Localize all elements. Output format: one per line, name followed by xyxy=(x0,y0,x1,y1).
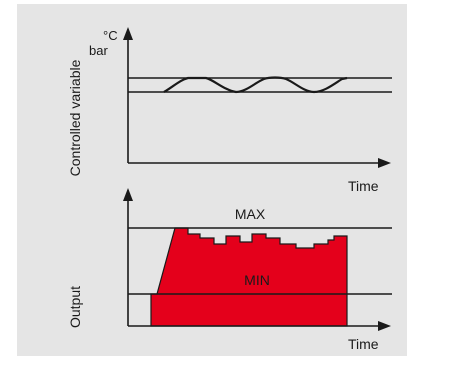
output-fill xyxy=(150,227,348,327)
bottom-x-axis-arrow xyxy=(378,321,391,331)
bottom-x-axis-label: Time xyxy=(348,336,379,352)
max-label: MAX xyxy=(235,206,266,222)
top-y-axis-label: Controlled variable xyxy=(67,59,83,176)
min-label: MIN xyxy=(244,272,270,288)
unit-label-degc: °C xyxy=(103,28,118,43)
controlled-variable-curve xyxy=(163,76,348,94)
bottom-y-axis-arrow xyxy=(123,188,133,201)
top-y-axis-arrow xyxy=(123,27,133,40)
bottom-y-axis-label: Output xyxy=(67,286,83,328)
top-x-axis-label: Time xyxy=(348,178,379,194)
unit-label-bar: bar xyxy=(89,43,108,58)
top-x-axis-arrow xyxy=(378,158,391,168)
